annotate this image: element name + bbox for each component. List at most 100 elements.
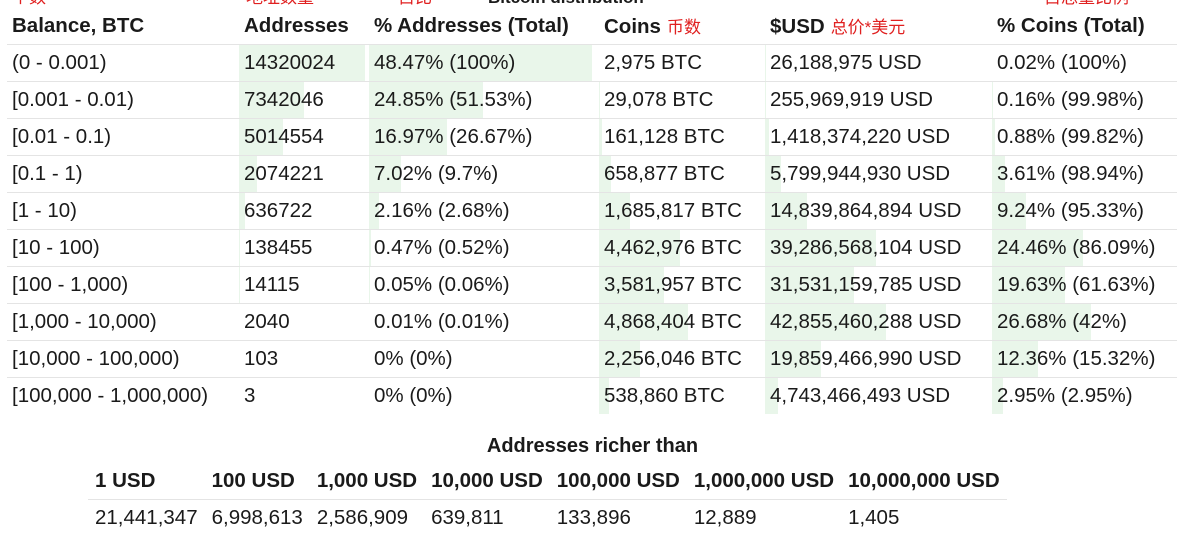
- cell-coins: 658,877 BTC: [599, 156, 765, 193]
- cell-pct-addresses-value: 2.16% (2.68%): [374, 199, 510, 222]
- cell-coins-value: 161,128 BTC: [604, 125, 725, 148]
- cell-balance: [10,000 - 100,000): [7, 341, 239, 378]
- cell-pct-addresses: 16.97% (26.67%): [369, 119, 599, 156]
- cell-balance-value: [1 - 10): [12, 199, 77, 222]
- richer-value: 21,441,347: [88, 500, 205, 536]
- cell-usd-value: 42,855,460,288 USD: [770, 310, 961, 333]
- header-usd-label: $USD: [770, 15, 825, 38]
- cell-usd-value: 255,969,919 USD: [770, 88, 933, 111]
- cell-usd: 31,531,159,785 USD: [765, 267, 992, 304]
- cell-pct-coins-value: 2.95% (2.95%): [997, 384, 1133, 407]
- cell-pct-coins-value: 19.63% (61.63%): [997, 273, 1155, 296]
- cell-balance-value: [0.001 - 0.01): [12, 88, 134, 111]
- cell-coins-value: 538,860 BTC: [604, 384, 725, 407]
- cell-pct-addresses: 0% (0%): [369, 378, 599, 415]
- table-row: [10,000 - 100,000)103 0% (0%) 2,256,046 BT…: [7, 341, 1177, 378]
- cell-pct-addresses: 7.02% (9.7%): [369, 156, 599, 193]
- richer-value: 1,405: [841, 500, 1007, 536]
- cell-addresses-value: 5014554: [244, 125, 324, 148]
- cell-pct-coins: 12.36% (15.32%): [992, 341, 1177, 378]
- richer-title: Addresses richer than: [0, 435, 1185, 458]
- cell-pct-addresses: 48.47% (100%): [369, 45, 599, 82]
- cell-addresses: 3: [239, 378, 369, 415]
- richer-header: 10,000 USD: [424, 463, 550, 500]
- cell-pct-addresses-value: 7.02% (9.7%): [374, 162, 498, 185]
- cell-coins-value: 29,078 BTC: [604, 88, 713, 111]
- header-coins-label: Coins: [604, 15, 661, 38]
- cell-balance: [0.001 - 0.01): [7, 82, 239, 119]
- annotation-total-share: 占总量比例: [1044, 0, 1129, 8]
- cell-coins-value: 3,581,957 BTC: [604, 273, 742, 296]
- cell-balance-value: [100 - 1,000): [12, 273, 128, 296]
- richer-header: 100,000 USD: [550, 463, 687, 500]
- cell-usd-value: 39,286,568,104 USD: [770, 236, 961, 259]
- cell-pct-coins: 19.63% (61.63%): [992, 267, 1177, 304]
- share-bar-fill: [765, 119, 769, 155]
- cell-balance: [0.1 - 1): [7, 156, 239, 193]
- cell-pct-addresses: 2.16% (2.68%): [369, 193, 599, 230]
- richer-header: 1 USD: [88, 463, 205, 500]
- cell-pct-addresses: 0.05% (0.06%): [369, 267, 599, 304]
- cell-pct-addresses-value: 0% (0%): [374, 384, 453, 407]
- cell-usd: 14,839,864,894 USD: [765, 193, 992, 230]
- share-bar-fill: [599, 119, 602, 155]
- cell-addresses-value: 14115: [244, 273, 299, 296]
- cell-addresses-value: 103: [244, 347, 278, 370]
- cell-pct-coins: 9.24% (95.33%): [992, 193, 1177, 230]
- cell-addresses: 103: [239, 341, 369, 378]
- share-bar-fill: [765, 82, 766, 118]
- cell-pct-addresses-value: 24.85% (51.53%): [374, 88, 532, 111]
- cell-pct-coins: 2.95% (2.95%): [992, 378, 1177, 415]
- cell-coins-value: 1,685,817 BTC: [604, 199, 742, 222]
- cell-pct-coins-value: 26.68% (42%): [997, 310, 1127, 333]
- cell-coins: 2,256,046 BTC: [599, 341, 765, 378]
- cell-balance-value: (0 - 0.001): [12, 51, 107, 74]
- cell-coins-value: 2,256,046 BTC: [604, 347, 742, 370]
- cell-balance: (0 - 0.001): [7, 45, 239, 82]
- cell-usd-value: 14,839,864,894 USD: [770, 199, 961, 222]
- cell-coins: 29,078 BTC: [599, 82, 765, 119]
- cell-addresses: 5014554: [239, 119, 369, 156]
- annotation-share: 占比: [398, 0, 432, 8]
- cell-pct-addresses-value: 16.97% (26.67%): [374, 125, 532, 148]
- cell-balance-value: [0.1 - 1): [12, 162, 83, 185]
- cell-balance: [100 - 1,000): [7, 267, 239, 304]
- header-addresses: Addresses: [239, 8, 369, 45]
- cell-addresses: 2040: [239, 304, 369, 341]
- cell-pct-coins-value: 12.36% (15.32%): [997, 347, 1155, 370]
- header-balance: Balance, BTC: [7, 8, 239, 45]
- cell-addresses-value: 2074221: [244, 162, 324, 185]
- cell-usd-value: 31,531,159,785 USD: [770, 273, 961, 296]
- cell-pct-addresses: 24.85% (51.53%): [369, 82, 599, 119]
- cell-pct-coins-value: 0.16% (99.98%): [997, 88, 1144, 111]
- cell-pct-coins: 3.61% (98.94%): [992, 156, 1177, 193]
- cell-pct-addresses-value: 0% (0%): [374, 347, 453, 370]
- cell-usd: 1,418,374,220 USD: [765, 119, 992, 156]
- distribution-table: Balance, BTC Addresses % Addresses (Tota…: [7, 8, 1177, 414]
- cell-coins-value: 4,868,404 BTC: [604, 310, 742, 333]
- cell-addresses: 14115: [239, 267, 369, 304]
- cell-addresses-value: 2040: [244, 310, 290, 333]
- share-bar-fill: [992, 119, 995, 155]
- share-bar-fill: [992, 82, 993, 118]
- cell-usd: 19,859,466,990 USD: [765, 341, 992, 378]
- cell-coins: 4,868,404 BTC: [599, 304, 765, 341]
- share-bar-fill: [239, 230, 240, 266]
- cell-balance: [10 - 100): [7, 230, 239, 267]
- cell-pct-coins: 26.68% (42%): [992, 304, 1177, 341]
- cell-coins-value: 4,462,976 BTC: [604, 236, 742, 259]
- cell-balance: [1,000 - 10,000): [7, 304, 239, 341]
- cell-pct-addresses: 0.47% (0.52%): [369, 230, 599, 267]
- cell-usd: 255,969,919 USD: [765, 82, 992, 119]
- cell-balance-value: [100,000 - 1,000,000): [12, 384, 208, 407]
- cell-balance-value: [1,000 - 10,000): [12, 310, 157, 333]
- header-pct-coins: % Coins (Total): [992, 8, 1177, 45]
- distribution-title: Bitcoin distribution: [488, 0, 644, 8]
- cell-usd-value: 1,418,374,220 USD: [770, 125, 950, 148]
- cell-coins: 3,581,957 BTC: [599, 267, 765, 304]
